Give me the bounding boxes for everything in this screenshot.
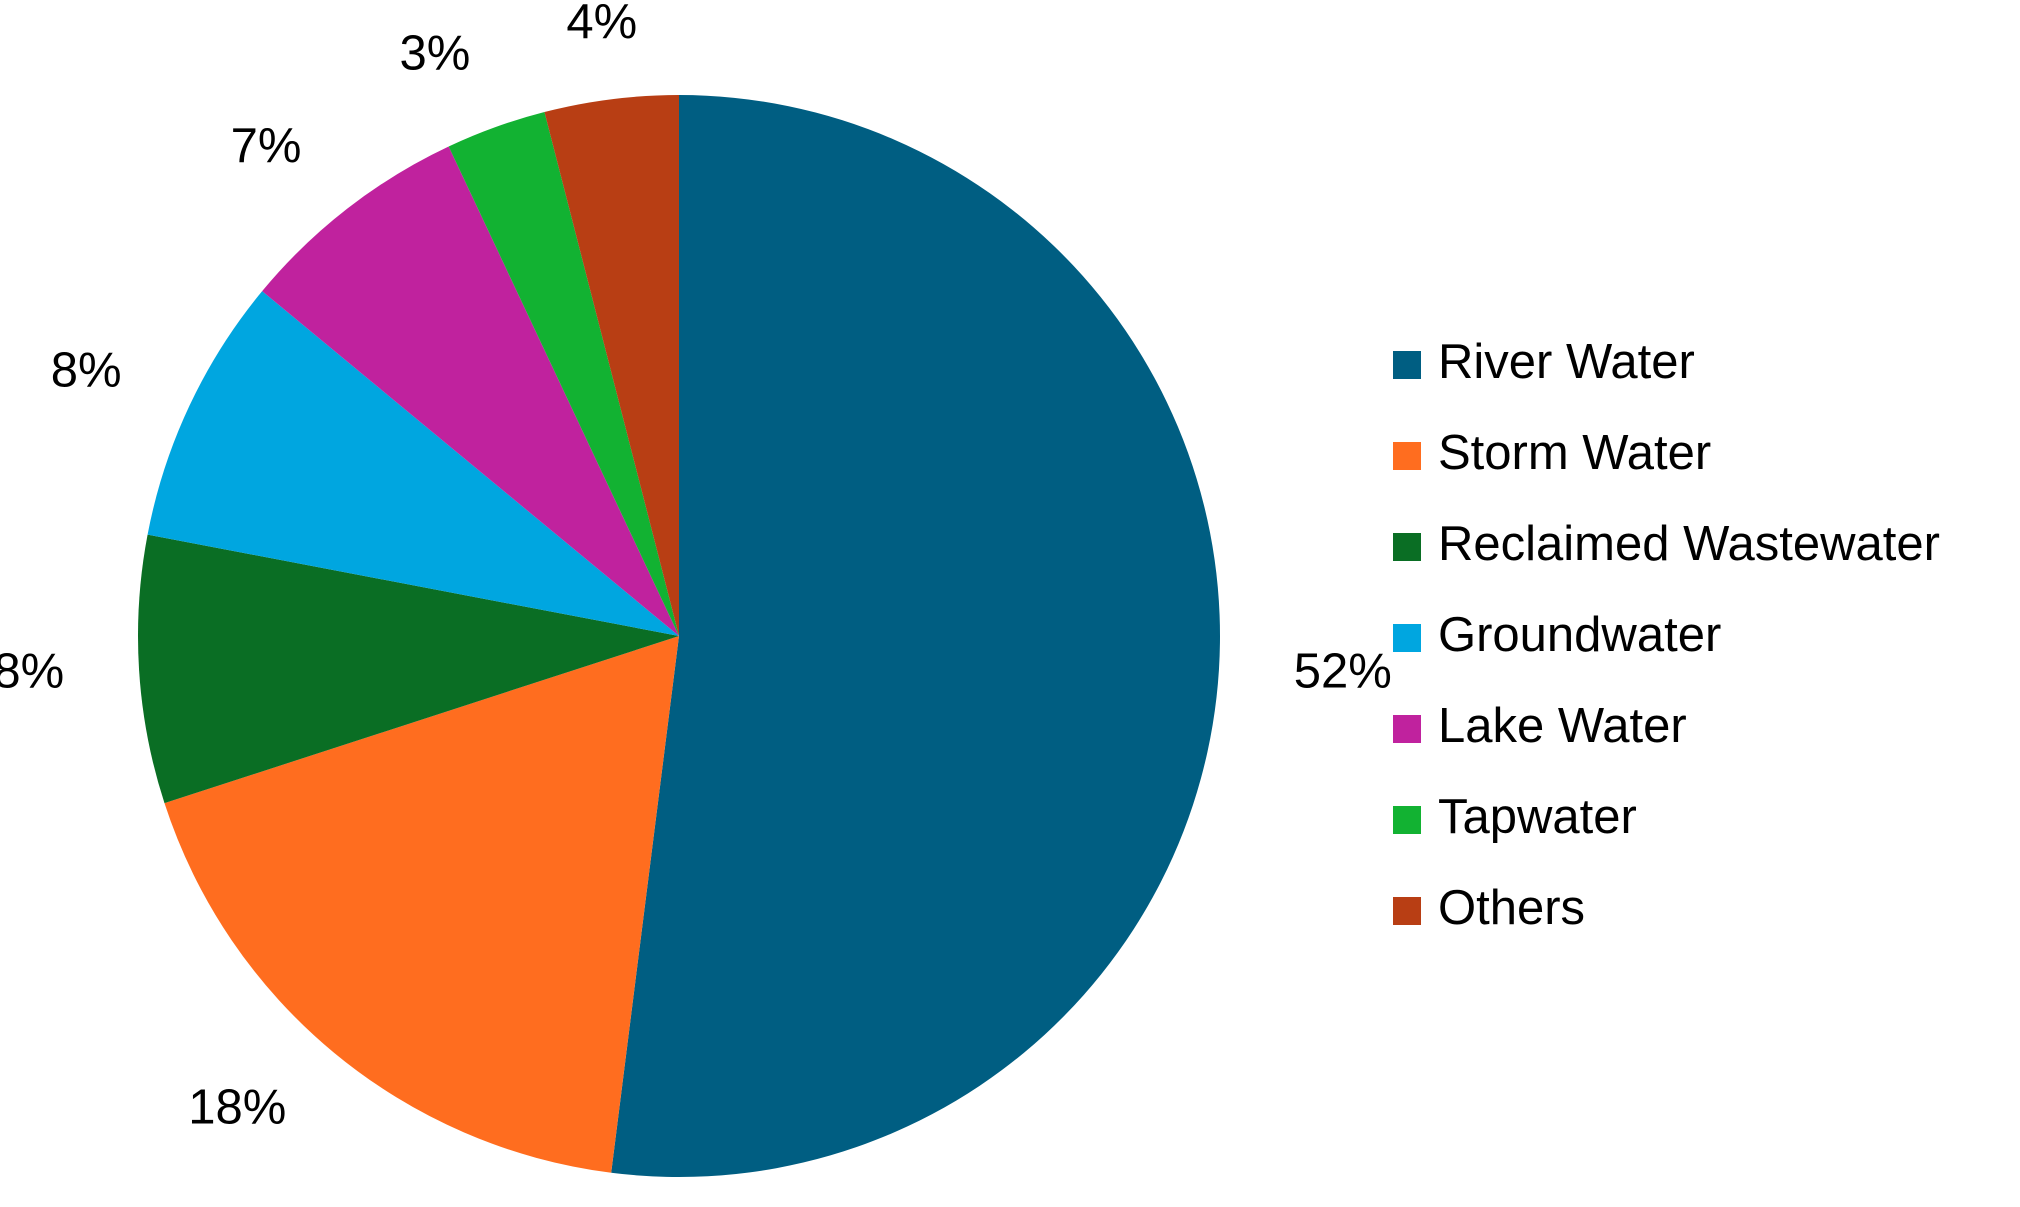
legend-label: Groundwater xyxy=(1438,608,1721,662)
legend-label: Lake Water xyxy=(1438,699,1687,753)
data-label: 3% xyxy=(400,26,471,80)
data-label: 52% xyxy=(1294,645,1392,699)
legend-label: Tapwater xyxy=(1438,790,1637,844)
data-label: 18% xyxy=(188,1081,286,1135)
legend-swatch xyxy=(1393,897,1421,925)
legend-swatch xyxy=(1393,442,1421,470)
pie-slice xyxy=(544,95,679,636)
legend-label: Storm Water xyxy=(1438,426,1711,480)
pie-slice xyxy=(147,291,680,636)
data-label: 7% xyxy=(231,119,302,173)
legend-swatch xyxy=(1393,533,1421,561)
legend-swatch xyxy=(1393,715,1421,743)
legend-label: Reclaimed Wastewater xyxy=(1438,517,1940,571)
legend-label: Others xyxy=(1438,881,1585,935)
legend-swatch xyxy=(1393,624,1421,652)
legend-swatch xyxy=(1393,806,1421,834)
data-label: 8% xyxy=(51,344,122,398)
legend-swatch xyxy=(1393,351,1421,379)
legend-label: River Water xyxy=(1438,335,1695,389)
pie-slice xyxy=(448,111,679,636)
pie-slice xyxy=(611,95,1221,1178)
data-label: 4% xyxy=(566,0,637,49)
pie-slice xyxy=(262,146,679,636)
pie-slice xyxy=(137,534,679,804)
pie-slice xyxy=(164,636,680,1173)
data-label: 8% xyxy=(0,645,64,699)
